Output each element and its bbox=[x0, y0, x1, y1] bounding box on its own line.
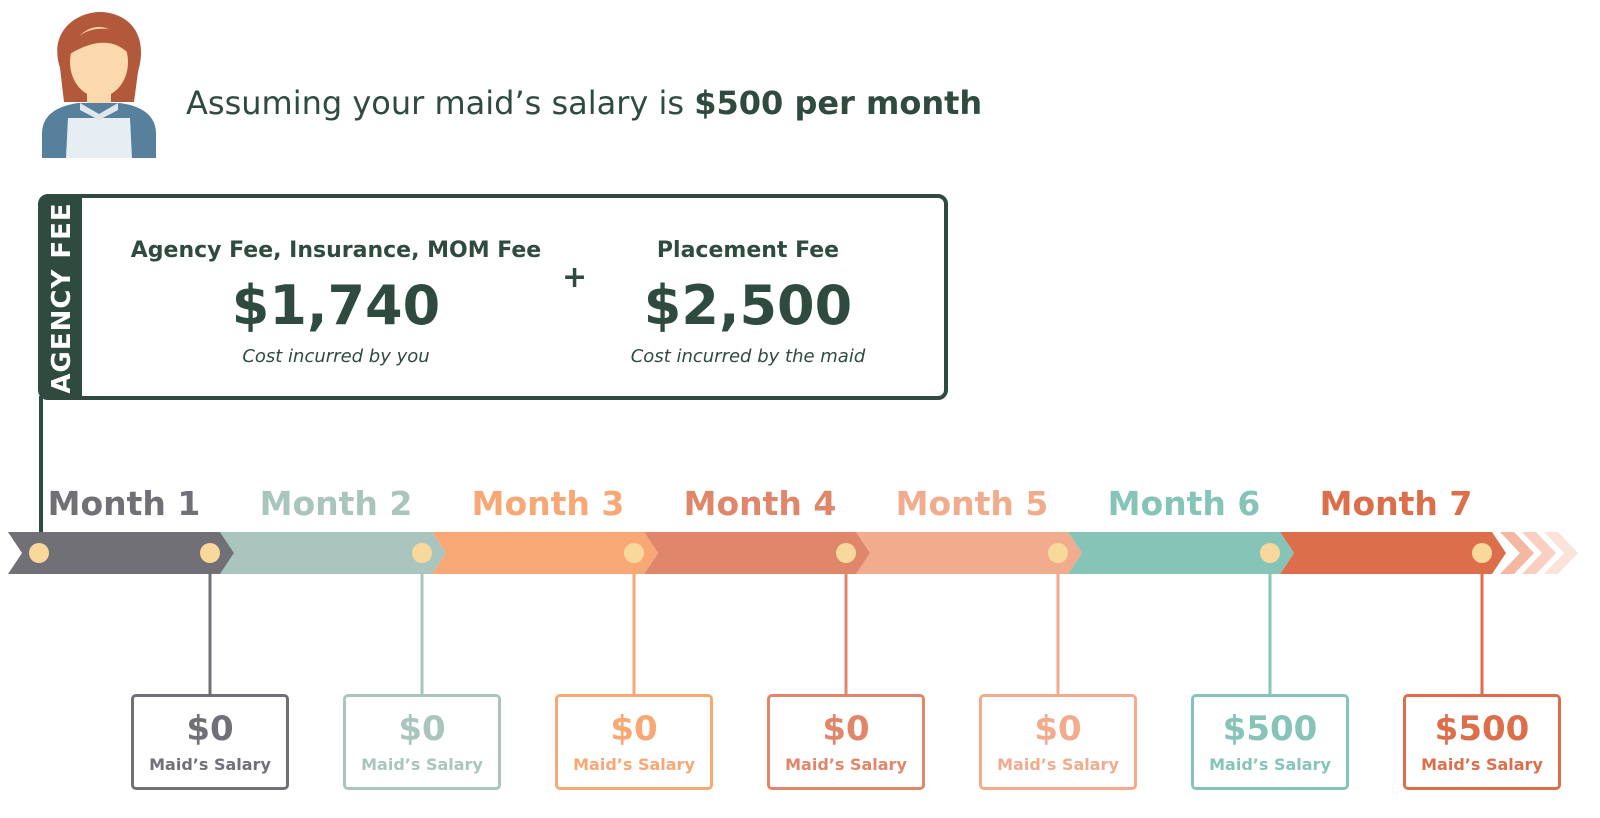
month-label-5: Month 5 bbox=[895, 484, 1049, 523]
agency-fee-tab-label: AGENCY FEE bbox=[47, 202, 77, 394]
timeline-segment-month-2 bbox=[220, 532, 446, 574]
salary-amount: $500 bbox=[1222, 709, 1318, 749]
placement-fee-note: Cost incurred by the maid bbox=[630, 346, 866, 367]
salary-box-month-5: $0 Maid’s Salary bbox=[979, 694, 1137, 790]
placement-fee-title: Placement Fee bbox=[656, 238, 840, 263]
salary-box-month-6: $500 Maid’s Salary bbox=[1191, 694, 1349, 790]
salary-amount: $0 bbox=[822, 709, 870, 749]
timeline-dot-month-4 bbox=[836, 543, 856, 563]
headline-text: Assuming your maid’s salary is bbox=[186, 84, 695, 122]
agency-fee-box: AGENCY FEE Agency Fee, Insurance, MOM Fe… bbox=[38, 194, 948, 400]
timeline-trailing-chevron bbox=[1544, 532, 1578, 574]
timeline-segment-month-4 bbox=[644, 532, 870, 574]
month-label-1: Month 1 bbox=[47, 484, 201, 523]
headline-salary: $500 per month bbox=[694, 84, 983, 122]
month-label-2: Month 2 bbox=[259, 484, 413, 523]
salary-label: Maid’s Salary bbox=[1209, 755, 1331, 774]
agency-fee-tab: AGENCY FEE bbox=[42, 198, 82, 396]
timeline-segment-month-7 bbox=[1280, 532, 1506, 574]
salary-label: Maid’s Salary bbox=[361, 755, 483, 774]
agency-fee-connector bbox=[39, 396, 43, 551]
maid-avatar-icon bbox=[42, 12, 156, 158]
salary-box-month-4: $0 Maid’s Salary bbox=[767, 694, 925, 790]
timeline-segment-month-5 bbox=[856, 532, 1082, 574]
timeline-dot-month-6 bbox=[1260, 543, 1280, 563]
agency-fee-title: Agency Fee, Insurance, MOM Fee bbox=[130, 238, 542, 263]
plus-sign: + bbox=[562, 260, 588, 295]
month-label-7: Month 7 bbox=[1319, 484, 1473, 523]
salary-amount: $0 bbox=[1034, 709, 1082, 749]
timeline-trailing-chevron bbox=[1522, 532, 1556, 574]
timeline-trailing-chevron bbox=[1500, 532, 1534, 574]
timeline-dot-month-2 bbox=[412, 543, 432, 563]
timeline-dot-month-5 bbox=[1048, 543, 1068, 563]
salary-label: Maid’s Salary bbox=[149, 755, 271, 774]
agency-fee-note: Cost incurred by you bbox=[242, 346, 430, 367]
salary-label: Maid’s Salary bbox=[573, 755, 695, 774]
timeline-dot-month-1 bbox=[200, 543, 220, 563]
placement-fee-amount: $2,500 bbox=[643, 274, 853, 337]
salary-box-month-2: $0 Maid’s Salary bbox=[343, 694, 501, 790]
timeline-dot-month-7 bbox=[1472, 543, 1492, 563]
month-label-3: Month 3 bbox=[471, 484, 625, 523]
month-label-4: Month 4 bbox=[683, 484, 837, 523]
timeline-segment-month-6 bbox=[1068, 532, 1294, 574]
salary-amount: $500 bbox=[1434, 709, 1530, 749]
timeline-start-dot bbox=[29, 543, 49, 563]
timeline bbox=[8, 532, 1578, 694]
salary-label: Maid’s Salary bbox=[1421, 755, 1543, 774]
salary-box-month-7: $500 Maid’s Salary bbox=[1403, 694, 1561, 790]
salary-amount: $0 bbox=[398, 709, 446, 749]
agency-fee-amount: $1,740 bbox=[231, 274, 441, 337]
salary-amount: $0 bbox=[610, 709, 658, 749]
headline: Assuming your maid’s salary is $500 per … bbox=[186, 84, 982, 122]
month-label-6: Month 6 bbox=[1107, 484, 1261, 523]
salary-label: Maid’s Salary bbox=[785, 755, 907, 774]
salary-amount: $0 bbox=[186, 709, 234, 749]
salary-label: Maid’s Salary bbox=[997, 755, 1119, 774]
salary-box-month-3: $0 Maid’s Salary bbox=[555, 694, 713, 790]
timeline-dot-month-3 bbox=[624, 543, 644, 563]
timeline-segment-month-3 bbox=[432, 532, 658, 574]
timeline-segment-month-1 bbox=[8, 532, 234, 574]
salary-box-month-1: $0 Maid’s Salary bbox=[131, 694, 289, 790]
